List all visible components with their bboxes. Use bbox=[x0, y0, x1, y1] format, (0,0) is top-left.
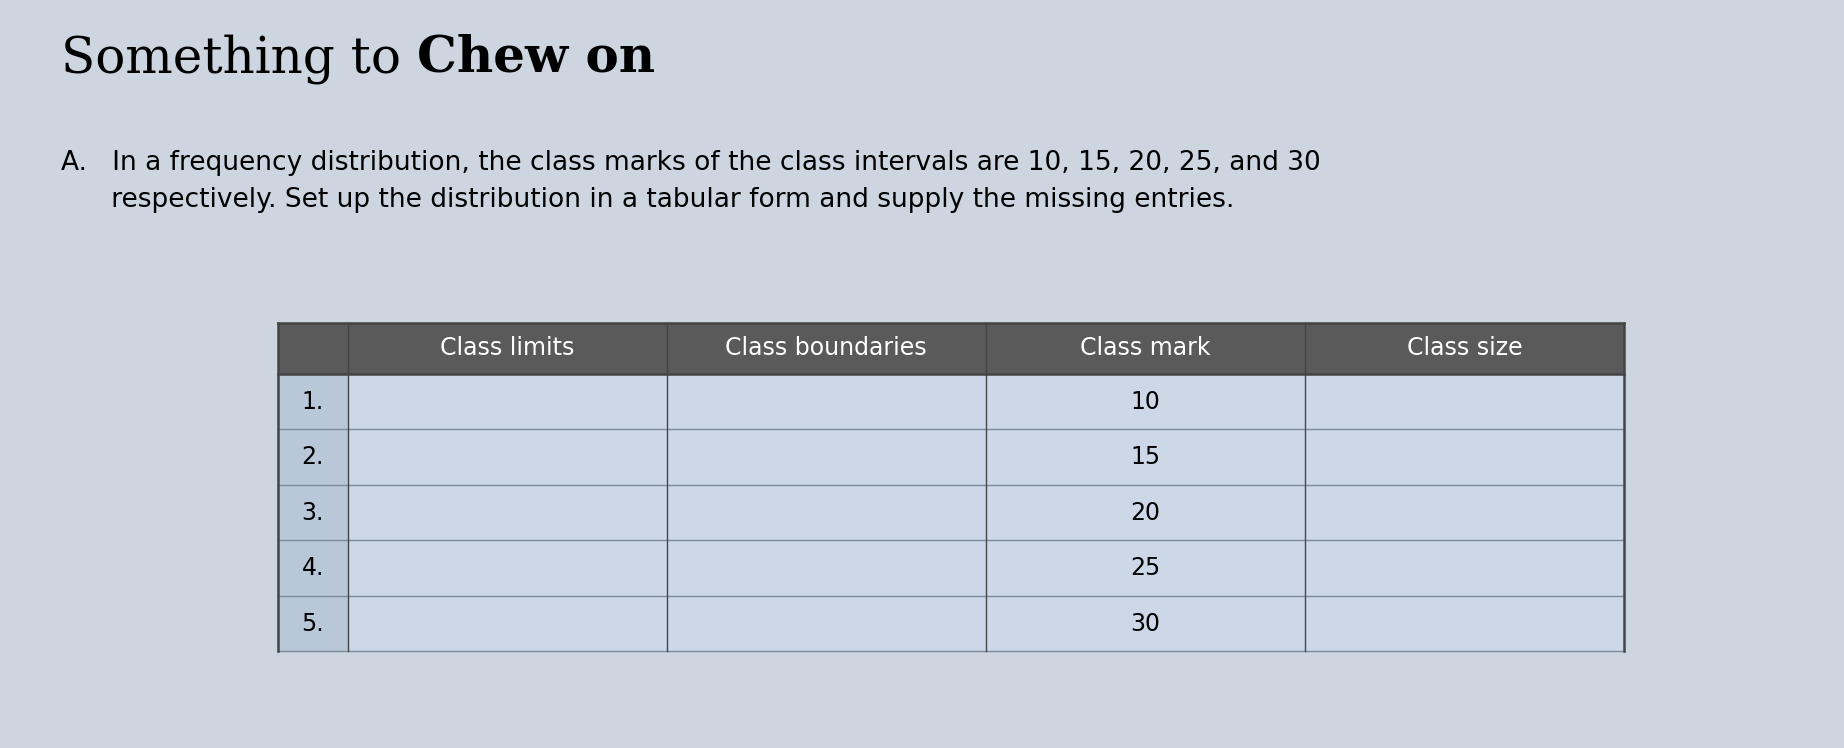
Text: 4.: 4. bbox=[301, 556, 325, 580]
FancyBboxPatch shape bbox=[278, 323, 1625, 374]
Text: Class size: Class size bbox=[1407, 337, 1521, 361]
Text: 3.: 3. bbox=[301, 500, 325, 524]
Bar bbox=[278, 596, 1625, 652]
Bar bbox=[278, 485, 1625, 540]
Text: A.   In a frequency distribution, the class marks of the class intervals are 10,: A. In a frequency distribution, the clas… bbox=[61, 150, 1320, 212]
Text: Something to: Something to bbox=[61, 34, 417, 84]
Text: Class boundaries: Class boundaries bbox=[725, 337, 928, 361]
Text: 15: 15 bbox=[1130, 445, 1160, 469]
Text: Class limits: Class limits bbox=[441, 337, 573, 361]
Bar bbox=[278, 596, 349, 652]
Text: Chew on: Chew on bbox=[417, 34, 655, 83]
Text: 25: 25 bbox=[1130, 556, 1160, 580]
Text: 5.: 5. bbox=[301, 612, 325, 636]
Text: 30: 30 bbox=[1130, 612, 1160, 636]
Text: 1.: 1. bbox=[302, 390, 325, 414]
Bar bbox=[278, 429, 1625, 485]
Bar bbox=[278, 540, 1625, 596]
Text: 2.: 2. bbox=[301, 445, 325, 469]
Bar bbox=[278, 540, 349, 596]
Bar bbox=[278, 374, 1625, 429]
Bar bbox=[278, 429, 349, 485]
Bar bbox=[278, 485, 349, 540]
Text: 20: 20 bbox=[1130, 500, 1160, 524]
Text: Class mark: Class mark bbox=[1081, 337, 1210, 361]
Text: 10: 10 bbox=[1130, 390, 1160, 414]
Bar bbox=[278, 374, 349, 429]
